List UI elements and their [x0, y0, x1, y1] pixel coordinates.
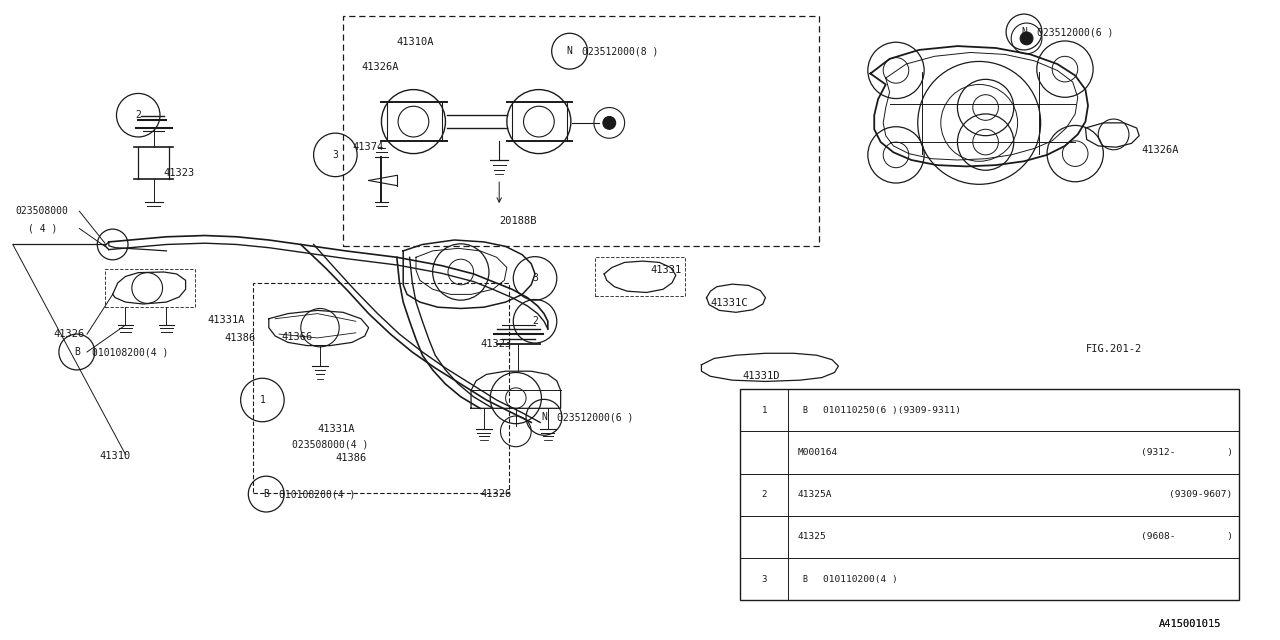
Text: B: B — [74, 347, 79, 357]
Bar — [595, 257, 685, 296]
Text: B: B — [803, 406, 808, 415]
Bar — [740, 389, 1239, 600]
Text: ( 4 ): ( 4 ) — [28, 223, 58, 234]
Text: 010108200(4 ): 010108200(4 ) — [279, 489, 356, 499]
Text: 023512000(6 ): 023512000(6 ) — [557, 412, 634, 422]
Bar — [253, 283, 509, 493]
Text: 010108200(4 ): 010108200(4 ) — [92, 347, 169, 357]
Text: 3: 3 — [532, 273, 538, 284]
Text: 41310A: 41310A — [397, 36, 434, 47]
Text: 41325A: 41325A — [797, 490, 832, 499]
Text: 1: 1 — [260, 395, 265, 405]
Text: A415001015: A415001015 — [1158, 619, 1221, 629]
Ellipse shape — [603, 116, 616, 129]
Text: 2: 2 — [136, 110, 141, 120]
Text: 010110200(4 ): 010110200(4 ) — [823, 575, 897, 584]
Text: 3: 3 — [333, 150, 338, 160]
Text: 41326: 41326 — [480, 489, 511, 499]
Text: 41331: 41331 — [650, 265, 681, 275]
Text: 20188B: 20188B — [499, 216, 536, 226]
Text: 41323: 41323 — [480, 339, 511, 349]
Text: 023508000(4 ): 023508000(4 ) — [292, 440, 369, 450]
Text: 41323: 41323 — [164, 168, 195, 178]
Text: 023512000(8 ): 023512000(8 ) — [582, 46, 659, 56]
Ellipse shape — [1020, 32, 1033, 45]
Text: 010110250(6 )(9309-9311): 010110250(6 )(9309-9311) — [823, 406, 961, 415]
Text: 41386: 41386 — [224, 333, 255, 343]
Text: 41325: 41325 — [797, 532, 826, 541]
Bar — [105, 269, 195, 307]
Text: 41326A: 41326A — [1142, 145, 1179, 156]
Text: A415001015: A415001015 — [1158, 619, 1221, 629]
Text: FIG.201-2: FIG.201-2 — [1085, 344, 1142, 354]
Text: 023508000: 023508000 — [15, 206, 68, 216]
Text: 41331C: 41331C — [710, 298, 748, 308]
Bar — [343, 16, 819, 246]
Text: 41331D: 41331D — [742, 371, 780, 381]
Text: 1: 1 — [762, 406, 767, 415]
Text: 3: 3 — [762, 575, 767, 584]
Text: 41331A: 41331A — [207, 315, 244, 325]
Text: 41326A: 41326A — [361, 62, 398, 72]
Text: 2: 2 — [762, 490, 767, 499]
Text: B: B — [264, 489, 269, 499]
Text: N: N — [1021, 27, 1027, 37]
Text: 41374: 41374 — [352, 142, 383, 152]
Text: N: N — [541, 412, 547, 422]
Text: N: N — [567, 46, 572, 56]
Text: 41331A: 41331A — [317, 424, 355, 434]
Text: 2: 2 — [532, 316, 538, 326]
Text: 41366: 41366 — [282, 332, 312, 342]
Text: B: B — [803, 575, 808, 584]
Text: 41310: 41310 — [100, 451, 131, 461]
Text: 023512000(6 ): 023512000(6 ) — [1037, 27, 1114, 37]
Text: (9608-         ): (9608- ) — [1140, 532, 1233, 541]
Text: 41326: 41326 — [54, 329, 84, 339]
Text: (9312-         ): (9312- ) — [1140, 448, 1233, 457]
Text: 41386: 41386 — [335, 452, 366, 463]
Text: (9309-9607): (9309-9607) — [1170, 490, 1233, 499]
Text: M000164: M000164 — [797, 448, 837, 457]
